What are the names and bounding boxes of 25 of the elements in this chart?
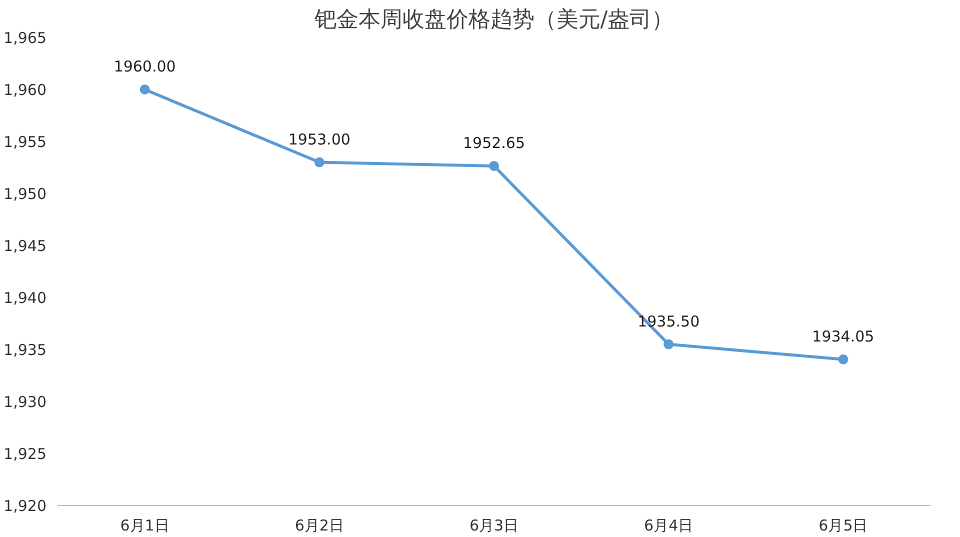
point (664, 339, 674, 350)
x-tick-label: 6月1日 (120, 516, 170, 534)
y-tick-label: 1,930 (4, 393, 47, 411)
y-tick-label: 1,950 (4, 185, 47, 203)
chart-title: 钯金本周收盘价格趋势（美元/盎司） (313, 8, 674, 32)
text: 1960.00 (114, 58, 176, 76)
y-tick-label: 1,935 (4, 341, 47, 359)
y-tick-label: 1,940 (4, 289, 47, 307)
y-tick-label: 1,945 (4, 237, 47, 255)
x-tick-label: 6月3日 (469, 516, 519, 534)
text: 1953.00 (288, 130, 350, 148)
y-tick-label: 1,955 (4, 133, 47, 151)
y-tick-label: 1,965 (4, 29, 47, 47)
y-tick-label: 1,925 (4, 445, 47, 463)
text: 1934.05 (812, 327, 874, 346)
point (314, 157, 324, 168)
x-tick-label: 6月2日 (294, 516, 344, 534)
text: 1952.65 (462, 134, 526, 152)
x-tick-label: 6月5日 (818, 516, 868, 534)
point (140, 84, 150, 94)
point (489, 160, 499, 171)
x-tick-label: 6月4日 (644, 516, 694, 534)
point (838, 354, 848, 364)
y-tick-label: 1,920 (4, 497, 47, 515)
y-tick-label: 1,960 (4, 81, 47, 99)
